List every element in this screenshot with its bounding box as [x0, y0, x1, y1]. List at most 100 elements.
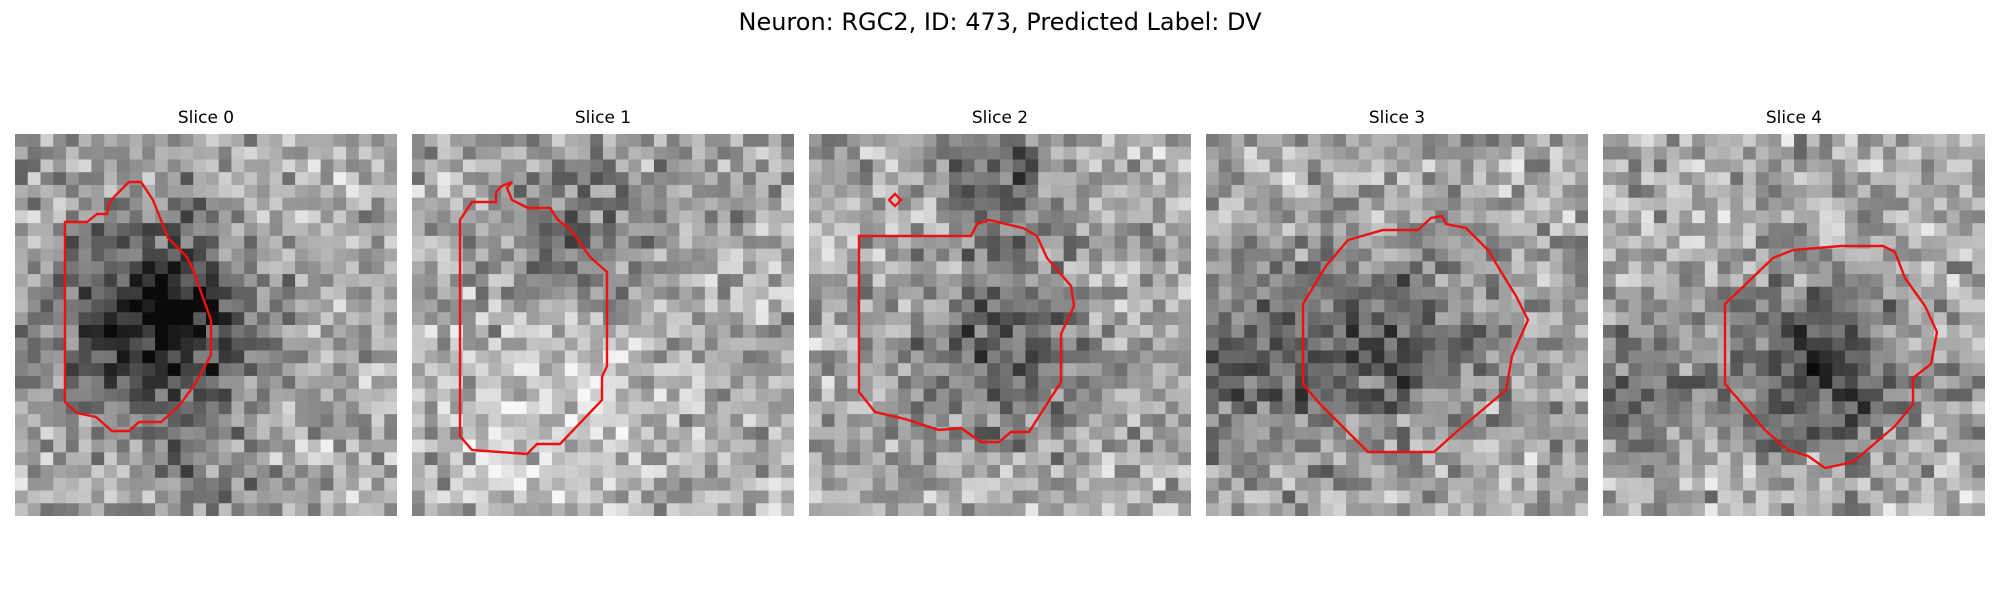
image-pixel	[1218, 159, 1233, 173]
image-pixel	[730, 350, 744, 364]
image-pixel	[475, 375, 489, 390]
image-pixel	[859, 363, 874, 377]
image-pixel	[116, 159, 131, 173]
image-pixel	[231, 312, 245, 326]
image-pixel	[1486, 414, 1500, 428]
image-pixel	[1101, 172, 1116, 186]
image-pixel	[78, 146, 92, 161]
image-pixel	[424, 274, 439, 288]
image-pixel	[821, 223, 836, 237]
image-pixel	[1794, 439, 1808, 453]
image-pixel	[116, 235, 131, 250]
image-pixel	[666, 375, 680, 390]
image-pixel	[1819, 477, 1833, 492]
image-pixel	[1511, 197, 1525, 211]
image-pixel	[859, 223, 874, 237]
image-pixel	[295, 172, 309, 186]
image-pixel	[1946, 210, 1961, 224]
image-pixel	[1946, 401, 1961, 415]
image-pixel	[821, 490, 836, 504]
image-pixel	[961, 375, 976, 390]
image-pixel	[1486, 325, 1500, 339]
image-pixel	[730, 223, 744, 237]
image-pixel	[358, 172, 373, 186]
image-pixel	[1012, 388, 1027, 402]
image-pixel	[282, 299, 296, 313]
image-pixel	[1000, 503, 1014, 516]
image-pixel	[1755, 363, 1770, 377]
image-pixel	[1050, 248, 1065, 262]
image-pixel	[679, 223, 693, 237]
image-pixel	[755, 490, 770, 504]
image-pixel	[1101, 337, 1116, 352]
image-pixel	[65, 197, 80, 211]
image-pixel	[1346, 490, 1360, 504]
image-pixel	[1844, 235, 1859, 250]
image-pixel	[1244, 223, 1258, 237]
image-pixel	[923, 223, 937, 237]
image-pixel	[653, 261, 668, 275]
image-pixel	[104, 363, 118, 377]
image-pixel	[1101, 503, 1116, 516]
image-pixel	[1653, 375, 1668, 390]
image-pixel	[501, 274, 515, 288]
image-pixel	[1333, 439, 1347, 453]
image-pixel	[27, 261, 42, 275]
image-pixel	[53, 439, 67, 453]
image-pixel	[282, 312, 296, 326]
image-pixel	[1730, 184, 1744, 199]
image-pixel	[552, 350, 566, 364]
image-pixel	[936, 274, 950, 288]
image-pixel	[1832, 184, 1846, 199]
image-pixel	[1320, 146, 1334, 161]
image-pixel	[282, 375, 296, 390]
image-pixel	[1895, 312, 1910, 326]
image-pixel	[1307, 414, 1322, 428]
image-pixel	[590, 299, 604, 313]
image-pixel	[180, 503, 194, 516]
image-pixel	[692, 286, 706, 301]
image-pixel	[65, 375, 80, 390]
image-pixel	[1857, 426, 1871, 441]
image-pixel	[859, 299, 874, 313]
image-pixel	[450, 414, 464, 428]
image-pixel	[704, 159, 719, 173]
image-pixel	[1025, 184, 1039, 199]
image-pixel	[1755, 503, 1770, 516]
image-pixel	[923, 248, 937, 262]
image-pixel	[116, 452, 131, 466]
image-pixel	[1832, 490, 1846, 504]
image-pixel	[1089, 375, 1103, 390]
image-pixel	[603, 223, 617, 237]
image-pixel	[1063, 477, 1077, 492]
image-pixel	[1025, 414, 1039, 428]
image-pixel	[424, 146, 439, 161]
image-pixel	[1615, 363, 1630, 377]
image-pixel	[384, 477, 397, 492]
image-pixel	[666, 261, 680, 275]
image-pixel	[1269, 197, 1283, 211]
image-pixel	[1524, 172, 1538, 186]
image-pixel	[1615, 172, 1630, 186]
image-pixel	[1832, 439, 1846, 453]
image-pixel	[679, 350, 693, 364]
image-pixel	[821, 350, 836, 364]
image-pixel	[167, 414, 182, 428]
image-pixel	[1089, 134, 1103, 148]
image-pixel	[1050, 337, 1065, 352]
image-pixel	[653, 363, 668, 377]
image-pixel	[53, 388, 67, 402]
image-pixel	[1562, 375, 1576, 390]
image-pixel	[1460, 184, 1474, 199]
image-pixel	[1653, 350, 1668, 364]
image-pixel	[872, 325, 886, 339]
image-pixel	[768, 426, 782, 441]
image-pixel	[628, 197, 642, 211]
image-pixel	[1781, 452, 1795, 466]
image-pixel	[1844, 325, 1859, 339]
image-pixel	[488, 414, 502, 428]
image-pixel	[346, 184, 360, 199]
image-pixel	[628, 375, 642, 390]
image-pixel	[1371, 426, 1385, 441]
image-pixel	[539, 159, 553, 173]
